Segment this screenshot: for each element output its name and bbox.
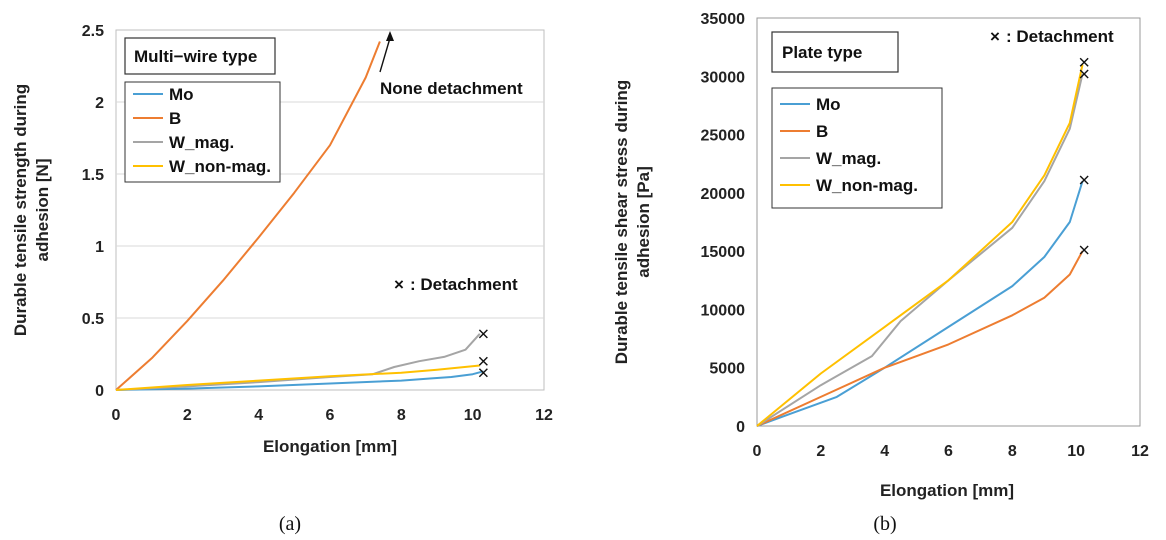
detachment-key-label-a: : Detachment xyxy=(410,275,518,294)
y-tick-label-b-1: 5000 xyxy=(709,361,745,378)
x-tick-label-b-5: 10 xyxy=(1067,443,1085,460)
y-tick-label-b-0: 0 xyxy=(736,419,745,436)
series-lines-b xyxy=(756,64,1084,427)
x-ticks-b: 0 2 4 6 8 10 12 xyxy=(753,443,1149,460)
legend-label-b-3: W_non-mag. xyxy=(816,176,918,195)
y-tick-label-b-2: 10000 xyxy=(701,302,746,319)
y-tick-label-b-4: 20000 xyxy=(701,186,746,203)
legend-label-a-0: Mo xyxy=(169,85,194,104)
x-tick-label-b-1: 2 xyxy=(816,443,825,460)
none-detachment-arrow xyxy=(379,37,391,73)
y-tick-label-a-4: 2 xyxy=(95,95,104,112)
detachment-markers-b xyxy=(1079,57,1089,255)
series-line-a-mo xyxy=(115,370,484,391)
panel-label-b: (b) xyxy=(873,513,896,535)
series-line-a-w-mag- xyxy=(115,333,481,391)
series-lines-a xyxy=(115,41,484,391)
y-tick-label-a-5: 2.5 xyxy=(82,23,104,40)
x-tick-label-b-6: 12 xyxy=(1131,443,1149,460)
y-axis-label-a-line2: adhesion [N] xyxy=(33,159,52,262)
y-tick-label-a-1: 0.5 xyxy=(82,311,104,328)
panel-b: 0 5000 10000 15000 20000 25000 30000 35000 0 2 4 6… xyxy=(612,11,1149,535)
x-tick-label-a-4: 8 xyxy=(397,407,406,424)
x-ticks-a: 0 2 4 6 8 10 12 xyxy=(112,407,553,424)
detachment-marker-a-2 xyxy=(478,368,488,378)
chart-title-a: Multi−wire type xyxy=(134,47,257,66)
y-axis-label-a-line1: Durable tensile strength during xyxy=(11,84,30,336)
series-line-b-w-non-mag- xyxy=(756,64,1084,427)
legend-label-b-1: B xyxy=(816,122,828,141)
legend-label-b-0: Mo xyxy=(816,95,841,114)
legend-label-a-3: W_non-mag. xyxy=(169,157,271,176)
chart-title-box-a xyxy=(124,37,276,75)
x-tick-label-b-4: 8 xyxy=(1008,443,1017,460)
detachment-marker-b-0 xyxy=(1079,57,1089,67)
y-tick-label-b-6: 30000 xyxy=(701,69,746,86)
detachment-key-marker-a: × xyxy=(394,275,404,294)
y-axis-label-b-line2: adhesion [Pa] xyxy=(634,166,653,277)
y-tick-label-b-3: 15000 xyxy=(701,244,746,261)
detachment-marker-b-2 xyxy=(1079,175,1089,185)
legend-entries-a: Mo B W_mag. W_non-mag. xyxy=(133,85,271,176)
x-tick-label-a-6: 12 xyxy=(535,407,553,424)
detachment-marker-a-1 xyxy=(478,356,488,366)
y-tick-label-a-2: 1 xyxy=(95,239,104,256)
x-tick-label-b-2: 4 xyxy=(880,443,889,460)
x-axis-label-a: Elongation [mm] xyxy=(263,437,397,456)
y-ticks-b: 0 5000 10000 15000 20000 25000 30000 35000 xyxy=(701,11,746,436)
series-line-b-b xyxy=(756,250,1084,427)
x-tick-label-b-3: 6 xyxy=(944,443,953,460)
chart-title-box-b xyxy=(771,31,899,73)
x-tick-label-a-3: 6 xyxy=(326,407,335,424)
y-axis-label-b-line1: Durable tensile shear stress during xyxy=(612,80,631,364)
series-line-b-mo xyxy=(756,180,1084,427)
detachment-marker-b-3 xyxy=(1079,245,1089,255)
legend-label-b-2: W_mag. xyxy=(816,149,881,168)
plot-area-b xyxy=(756,17,1141,427)
panel-a: 0 0.5 1 1.5 2 2.5 0 2 4 6 8 10 12 Multi−wire type M… xyxy=(11,23,553,535)
x-tick-label-a-1: 2 xyxy=(183,407,192,424)
none-detachment-arrowhead xyxy=(386,31,394,41)
y-tick-label-b-7: 35000 xyxy=(701,11,746,28)
y-ticks-a: 0 0.5 1 1.5 2 2.5 xyxy=(82,23,104,400)
x-tick-label-a-5: 10 xyxy=(464,407,482,424)
detachment-markers-a xyxy=(478,329,488,378)
x-tick-label-b-0: 0 xyxy=(753,443,762,460)
detachment-marker-a-0 xyxy=(478,329,488,339)
series-line-a-b xyxy=(115,41,381,391)
x-tick-label-a-2: 4 xyxy=(254,407,263,424)
x-axis-label-b: Elongation [mm] xyxy=(880,481,1014,500)
detachment-key-marker-b: × xyxy=(990,27,1000,46)
legend-label-a-2: W_mag. xyxy=(169,133,234,152)
detachment-marker-b-1 xyxy=(1079,69,1089,79)
panel-label-a: (a) xyxy=(279,513,301,535)
legend-entries-b: Mo B W_mag. W_non-mag. xyxy=(780,95,918,195)
y-tick-label-b-5: 25000 xyxy=(701,128,746,145)
y-tick-label-a-0: 0 xyxy=(95,383,104,400)
chart-title-b: Plate type xyxy=(782,43,862,62)
x-tick-label-a-0: 0 xyxy=(112,407,121,424)
legend-label-a-1: B xyxy=(169,109,181,128)
legend-b xyxy=(771,87,943,209)
detachment-key-label-b: : Detachment xyxy=(1006,27,1114,46)
series-line-a-w-non-mag- xyxy=(115,364,480,391)
none-detachment-label: None detachment xyxy=(380,79,523,98)
y-tick-label-a-3: 1.5 xyxy=(82,167,104,184)
